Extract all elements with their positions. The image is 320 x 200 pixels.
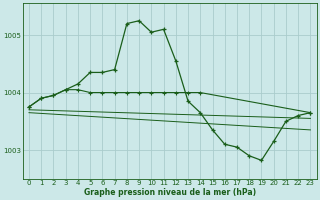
X-axis label: Graphe pression niveau de la mer (hPa): Graphe pression niveau de la mer (hPa) [84, 188, 256, 197]
